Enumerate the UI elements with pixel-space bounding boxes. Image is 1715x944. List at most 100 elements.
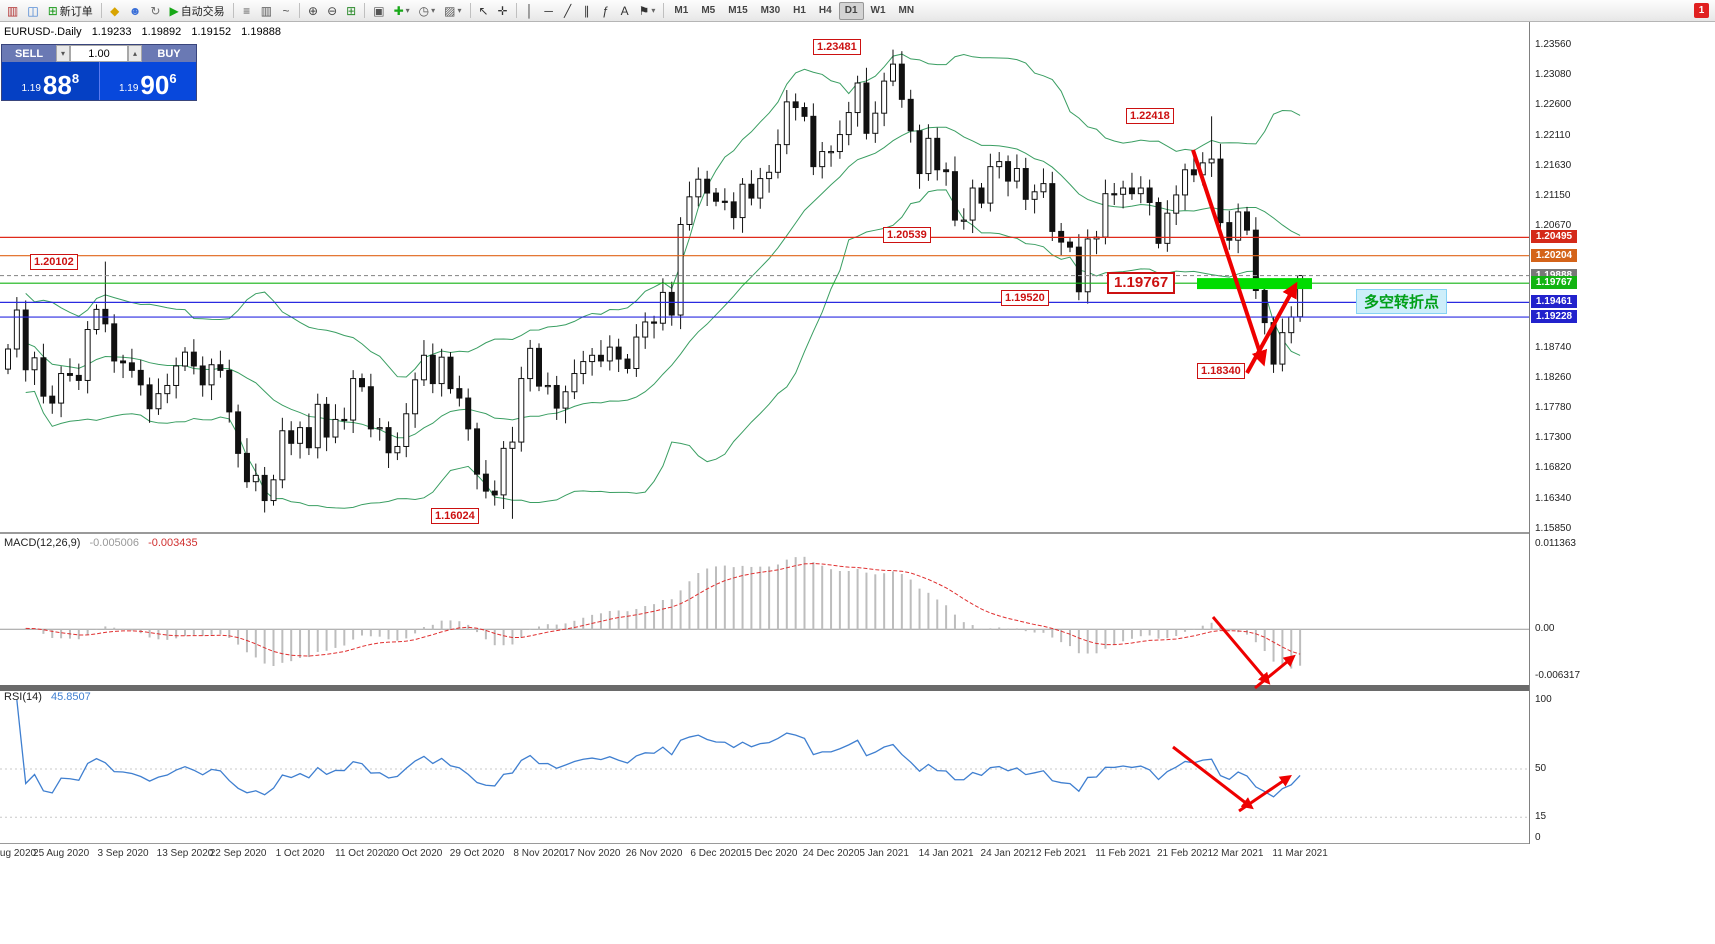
- candle-body: [589, 354, 596, 363]
- candle-body: [527, 347, 534, 380]
- candle-body: [1190, 169, 1197, 176]
- price-tag-1.19767: 1.19767: [1531, 276, 1577, 290]
- price-axis-label: 1.22110: [1535, 129, 1571, 141]
- candle-body: [951, 171, 958, 221]
- tile-windows-icon[interactable]: ⊞: [342, 2, 360, 20]
- timeframe-h4-button[interactable]: H4: [818, 5, 832, 16]
- autotrading-button[interactable]: ▶ 自动交易: [165, 2, 228, 20]
- high-value: 1.19892: [141, 26, 182, 38]
- timeframe-m15-button[interactable]: M15: [728, 5, 748, 16]
- cascade-windows-icon[interactable]: ▣: [369, 2, 388, 20]
- volume-input[interactable]: 1.00: [70, 45, 128, 62]
- rsi-name: RSI(14): [4, 691, 42, 703]
- community-icon-glyph: ☻: [128, 3, 142, 18]
- fibonacci-tool-icon[interactable]: ƒ: [597, 2, 615, 20]
- buy-button[interactable]: BUY: [157, 47, 181, 60]
- candle-body: [314, 403, 321, 449]
- sell-price-button[interactable]: 1.19 88 8: [2, 62, 99, 100]
- macd-name: MACD(12,26,9): [4, 537, 81, 549]
- price-tag-1.20204: 1.20204: [1531, 248, 1577, 262]
- macd-axis-label: -0.006317: [1535, 670, 1581, 682]
- price-axis-label: 1.21150: [1535, 190, 1571, 202]
- market-watch-icon[interactable]: ◆: [106, 2, 124, 20]
- candle-body: [155, 393, 162, 410]
- templates-button[interactable]: ▨ ▾: [440, 2, 465, 20]
- candle-body: [766, 171, 773, 180]
- timeframe-d1-button[interactable]: D1: [838, 1, 864, 20]
- new-order-button[interactable]: ⊞ 新订单: [44, 2, 97, 20]
- periods-button[interactable]: ◷ ▾: [415, 2, 440, 20]
- candle-body: [412, 379, 419, 415]
- cursor-tool-icon[interactable]: ↖: [475, 2, 493, 20]
- panel-separator-main-macd[interactable]: [0, 532, 1715, 534]
- close-value: 1.19888: [241, 26, 281, 38]
- arrows-tool-button[interactable]: ⚑ ▾: [635, 2, 660, 20]
- trendline-tool-icon-glyph: ╱: [564, 3, 572, 18]
- trend-arrow[interactable]: [1238, 774, 1292, 813]
- candle-body: [881, 80, 888, 114]
- horizontal-line-tool-icon[interactable]: ─: [540, 2, 558, 20]
- candle-body: [916, 130, 923, 175]
- candle-body: [836, 134, 843, 153]
- line-chart-type-icon[interactable]: ~: [277, 2, 295, 20]
- candle-body: [66, 373, 73, 376]
- text-tool-icon[interactable]: A: [616, 2, 634, 20]
- volume-decrease-button[interactable]: ▾: [56, 45, 70, 62]
- candle-body: [1208, 158, 1215, 164]
- timeframe-m30-button[interactable]: M30: [760, 5, 781, 16]
- indicators-button[interactable]: ✚ ▾: [390, 2, 414, 20]
- trend-arrow[interactable]: [1172, 745, 1254, 810]
- zoom-in-icon[interactable]: ⊕: [304, 2, 322, 20]
- date-axis-label: 14 Jan 2021: [918, 848, 974, 859]
- trend-arrow[interactable]: [1211, 616, 1271, 685]
- candlestick-chart-type-icon[interactable]: ▥: [257, 2, 276, 20]
- buy-price-button[interactable]: 1.19 90 6: [98, 62, 196, 100]
- panel-separator-macd-rsi[interactable]: [0, 685, 1715, 691]
- candle-body: [996, 161, 1003, 168]
- trendline-tool-icon[interactable]: ╱: [559, 2, 577, 20]
- candle-body: [704, 178, 711, 194]
- support-zone-bar[interactable]: [1197, 278, 1312, 290]
- candle-body: [13, 309, 20, 350]
- chart-window-icon[interactable]: ▥: [3, 2, 22, 20]
- trend-arrow[interactable]: [1191, 149, 1268, 367]
- timeframe-w1-button[interactable]: W1: [870, 5, 886, 16]
- crosshair-tool-icon[interactable]: ✛: [494, 2, 512, 20]
- date-axis-label: 20 Oct 2020: [387, 848, 443, 859]
- zoom-out-icon[interactable]: ⊖: [323, 2, 341, 20]
- vertical-line-tool-icon[interactable]: │: [521, 2, 539, 20]
- channel-tool-icon[interactable]: ∥: [578, 2, 596, 20]
- candle-body: [1049, 183, 1056, 232]
- rsi-indicator-label: RSI(14) 45.8507: [4, 691, 97, 703]
- timeframe-h1-button[interactable]: H1: [793, 5, 806, 16]
- bar-chart-type-icon[interactable]: ≡: [238, 2, 256, 20]
- community-icon[interactable]: ☻: [125, 2, 146, 20]
- notification-badge[interactable]: 1: [1694, 3, 1709, 18]
- candle-body: [872, 112, 879, 134]
- candle-body: [1217, 158, 1224, 224]
- candle-body: [845, 112, 852, 136]
- timeframe-m1-button[interactable]: M1: [674, 5, 689, 16]
- timeframe-mn-button[interactable]: MN: [898, 5, 915, 16]
- candle-body: [890, 63, 896, 82]
- trend-arrow[interactable]: [1245, 281, 1298, 374]
- trend-arrow[interactable]: [1254, 654, 1296, 690]
- candle-body: [1235, 211, 1242, 241]
- sell-button[interactable]: SELL: [14, 47, 44, 60]
- candle-body: [49, 395, 56, 404]
- line-chart-type-icon-glyph: ~: [282, 3, 290, 18]
- date-axis-label: 6 Dec 2020: [690, 848, 742, 859]
- candle-body: [297, 427, 304, 444]
- candle-body: [305, 427, 312, 449]
- profile-window-icon[interactable]: ◫: [23, 2, 42, 20]
- chart-window-icon-glyph: ▥: [7, 3, 19, 18]
- candle-body: [252, 474, 259, 483]
- candle-body: [173, 365, 180, 386]
- candle-body: [429, 354, 436, 385]
- candle-body: [190, 351, 197, 367]
- price-axis: 1.23560 1.23080 1.22600 1.22110 1.21630 1.211…: [1529, 22, 1715, 844]
- candle-body: [925, 137, 932, 175]
- refresh-icon[interactable]: ↻: [146, 2, 164, 20]
- volume-increase-button[interactable]: ▴: [128, 45, 142, 62]
- timeframe-m5-button[interactable]: M5: [701, 5, 716, 16]
